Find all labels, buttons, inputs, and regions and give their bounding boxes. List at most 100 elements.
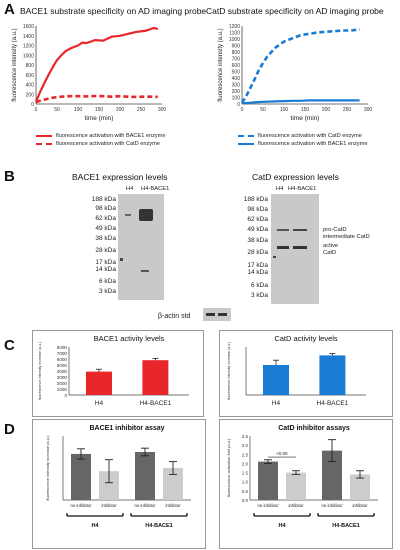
y-tick-label: 1000 — [57, 387, 68, 392]
y-tick-label: 900 — [232, 44, 241, 50]
ladder-label: 98 kDa — [95, 205, 116, 212]
band — [206, 313, 215, 316]
band-label-active: active — [323, 243, 339, 249]
legend-label: fluorescence activation with CatD enzyme — [258, 133, 362, 139]
y-tick-label: 800 — [232, 50, 241, 56]
band — [120, 258, 123, 261]
x-tick-label: 200 — [322, 107, 331, 113]
category-label: H4 — [272, 400, 281, 407]
category-label: H4-BACE1 — [140, 400, 172, 407]
y-tick-label: 600 — [232, 63, 241, 69]
panel-c-right-box — [219, 330, 393, 417]
y-tick-label: 0 — [31, 102, 34, 108]
ladder-label: 3 kDa — [251, 291, 268, 299]
y-tick-label: 800 — [26, 63, 35, 69]
ladder-label: 38 kDa — [247, 236, 268, 244]
lane-label-h4-bace1: H4-BACE1 — [141, 186, 170, 192]
band — [293, 229, 307, 231]
bar — [322, 450, 342, 500]
chart-title: CatD activity levels — [274, 334, 338, 343]
y-tick-label: 1000 — [229, 37, 240, 43]
y-tick-label: 4000 — [57, 369, 68, 374]
y-tick-label: 7000 — [57, 351, 68, 356]
y-tick-label: 3.5 — [242, 434, 249, 439]
panel-a-right-title: CatD substrate specificity on AD imaging… — [206, 6, 384, 16]
band — [125, 214, 131, 216]
ladder-label: 14 kDa — [95, 266, 116, 273]
panel-a-letter: A — [4, 1, 15, 18]
y-tick-label: 700 — [232, 57, 241, 63]
ladder-label: 188 kDa — [91, 196, 116, 203]
panel-a-left-title: BACE1 substrate specificity on AD imagin… — [20, 6, 207, 16]
chart-d-left: BACE1 inhibitor assay fluorescence intens… — [45, 425, 191, 529]
y-tick-label: 3000 — [57, 375, 68, 380]
series-line-2 — [241, 99, 360, 105]
x-tick-label: 0 — [35, 107, 38, 113]
bar — [135, 452, 155, 500]
lane-label-h4: H4 — [276, 186, 284, 192]
chart-title: BACE1 inhibitor assay — [89, 425, 164, 432]
y-axis-label: fluorescence intensity increase (a.u.) — [45, 435, 50, 501]
x-tick-label: 150 — [301, 107, 310, 113]
ladder-label: 62 kDa — [247, 216, 268, 223]
bar — [163, 468, 183, 500]
category-label: no inhibitor — [257, 503, 279, 508]
category-label: inhibitor — [101, 503, 117, 508]
bar — [99, 471, 119, 500]
ladder-label: 49 kDa — [95, 225, 116, 232]
ladder-label: 6 kDa — [99, 278, 116, 285]
x-tick-label: 100 — [280, 107, 289, 113]
legend-label: fluorescence activation with BACE1 enzym… — [56, 133, 166, 139]
y-tick-label: 1200 — [229, 24, 240, 30]
x-tick-label: 50 — [54, 107, 60, 113]
x-tick-label: 150 — [95, 107, 104, 113]
ladder-label: 14 kDa — [247, 269, 268, 277]
y-tick-label: 2.0 — [242, 461, 249, 466]
category-label: H4-BACE1 — [317, 400, 349, 407]
y-axis-label: fluorescence activation fold (a.u.) — [226, 438, 231, 497]
significance-label: <0.05 — [276, 451, 288, 456]
legend-item-bace1: fluorescence activation with BACE1 enzym… — [238, 140, 367, 148]
group-label: H4 — [91, 523, 99, 529]
actin-blot — [203, 308, 231, 321]
y-tick-label: 200 — [26, 92, 35, 98]
band — [273, 256, 276, 258]
y-axis-label: fluorescence intensity (a.u.) — [218, 28, 224, 101]
y-tick-label: 3.0 — [242, 443, 249, 448]
band-label-pro-catd: pro-CatD — [323, 227, 347, 233]
bar — [258, 461, 278, 500]
y-tick-label: 600 — [26, 73, 35, 79]
y-axis-label: fluorescence intensity (a.u.) — [12, 28, 18, 101]
bar-h4-bace1 — [142, 360, 169, 395]
bar — [350, 474, 370, 500]
y-tick-label: 100 — [232, 96, 241, 102]
y-tick-label: 0 — [64, 393, 67, 398]
chart-a-left: 0 200 400 600 800 1000 1200 1400 1600 0 50 100 150 20… — [12, 24, 166, 122]
x-tick-label: 50 — [260, 107, 266, 113]
category-label: inhibitor — [288, 503, 304, 508]
y-tick-label: 1.5 — [242, 471, 249, 476]
panel-c-left-box — [32, 330, 204, 417]
x-tick-label: 100 — [74, 107, 83, 113]
panel-d-letter: D — [4, 421, 15, 438]
panel-a-right-legend: fluorescence activation with CatD enzyme… — [238, 132, 367, 148]
x-axis-label: time (min) — [85, 115, 114, 122]
y-tick-label: 1.0 — [242, 480, 249, 485]
band — [293, 246, 307, 249]
blot-left — [118, 194, 164, 300]
x-tick-label: 250 — [137, 107, 146, 113]
ladder-label: 28 kDa — [247, 249, 268, 257]
actin-label: β-actin std — [158, 313, 191, 320]
y-tick-label: 1000 — [23, 53, 34, 59]
y-axis-label: fluorescence intensity increase (a.u.) — [227, 342, 231, 401]
y-tick-label: 0 — [237, 102, 240, 108]
chart-d-right: CatD inhibitor assays 0.0 0.5 1.0 1.5 2.0 2.5 3… — [226, 425, 378, 529]
series-line-2 — [35, 94, 158, 104]
bar — [71, 453, 91, 500]
y-tick-label: 1200 — [23, 44, 34, 50]
ladder-label: 49 kDa — [247, 226, 268, 234]
y-tick-label: 6000 — [57, 357, 68, 362]
band — [277, 246, 289, 249]
y-tick-label: 2.5 — [242, 452, 249, 457]
bar-h4-bace1 — [319, 355, 346, 395]
